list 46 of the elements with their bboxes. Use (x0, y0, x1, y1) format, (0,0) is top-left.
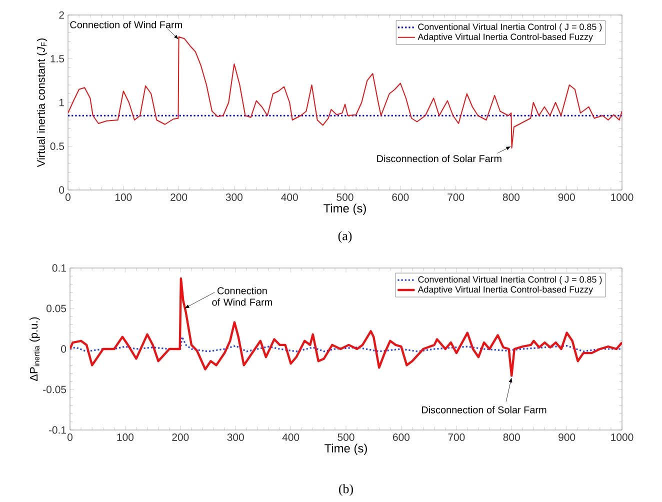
x-axis-title: Time (s) (324, 444, 367, 455)
x-tick-label: 900 (558, 434, 576, 441)
y-tick-label: -0.1 (48, 426, 66, 434)
x-tick-label: 100 (117, 434, 134, 441)
legend-label: Adaptive Virtual Inertia Control-based Fuzzy (418, 33, 593, 42)
annotation: Connection of Wind Farm (212, 286, 272, 306)
x-tick-label: 200 (170, 194, 188, 201)
y-tick-label: 2 (59, 11, 64, 19)
y-axis-title: Virtual inertia constant (J$_{F}$) (36, 38, 48, 168)
x-tick-label: 600 (393, 434, 410, 441)
x-tick-label: 1000 (611, 194, 634, 201)
y-tick-label: 0.5 (50, 142, 64, 150)
x-tick-label: 100 (115, 194, 132, 201)
text: (b) (339, 484, 353, 496)
legend-label: Conventional Virtual Inertia Control ( J = 0.85 ) (418, 23, 602, 32)
x-tick-label: 300 (226, 194, 243, 201)
y-tick-label: 1 (59, 98, 64, 106)
y-tick-label: 0 (61, 345, 66, 353)
x-tick-label: 300 (227, 434, 244, 441)
x-tick-label: 0 (67, 434, 72, 441)
x-tick-label: 600 (392, 194, 409, 201)
x-tick-label: 500 (336, 194, 354, 201)
text: (a) (338, 231, 352, 243)
legend-label: Conventional Virtual Inertia Control ( J = 0.85 ) (418, 276, 602, 284)
annotation: Connection of Wind Farm (70, 20, 182, 28)
x-tick-label: 400 (282, 434, 300, 441)
annotation: Disconnection of Solar Farm (422, 406, 546, 414)
x-tick-label: 900 (558, 194, 575, 201)
x-axis-title: Time (s) (324, 204, 366, 215)
annotation: Disconnection of Solar Farm (377, 154, 502, 162)
x-tick-label: 500 (338, 434, 354, 441)
y-tick-label: 0.05 (46, 304, 66, 312)
legend-label: Adaptive Virtual Inertia Control-based Fuzzy (418, 286, 593, 294)
y-tick-label: 0.1 (52, 264, 66, 272)
x-tick-label: 800 (503, 434, 520, 441)
x-tick-label: 200 (172, 434, 189, 441)
x-tick-label: 400 (281, 194, 298, 201)
x-tick-label: 700 (448, 194, 464, 201)
line-series (70, 336, 622, 352)
y-tick-label: 0 (59, 186, 64, 194)
y-tick-label: -0.05 (43, 386, 66, 394)
y-axis-title: ΔP$_{inertia}$ (p.u.) (30, 317, 40, 381)
x-tick-label: 1000 (611, 434, 634, 441)
x-tick-label: 700 (448, 434, 465, 441)
x-tick-label: 800 (502, 194, 520, 201)
y-tick-label: 1.5 (50, 55, 64, 62)
